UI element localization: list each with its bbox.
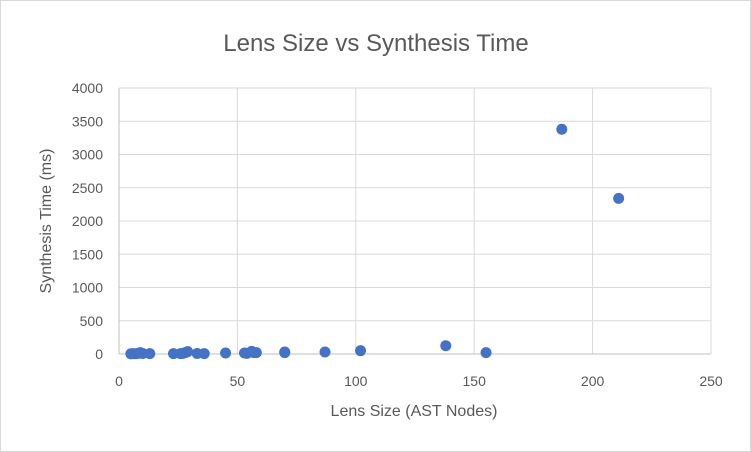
x-axis-label: Lens Size (AST Nodes) [331, 403, 498, 420]
data-points [125, 123, 625, 360]
chart-title: Lens Size vs Synthesis Time [223, 30, 528, 57]
y-axis-label: Synthesis Time (ms) [38, 149, 55, 294]
y-tick-label: 4000 [72, 80, 103, 96]
y-tick-label: 1000 [72, 280, 103, 296]
y-tick-label: 0 [95, 346, 103, 362]
x-tick-label: 150 [463, 373, 487, 389]
x-tick-label: 50 [230, 373, 246, 389]
y-tick-label: 1500 [72, 246, 103, 262]
data-point [440, 340, 452, 352]
x-tick-label: 100 [344, 373, 368, 389]
data-point [198, 348, 210, 360]
tick-labels: 0 500 1000 1500 2000 2500 3000 3500 4000 0 50 100 15… [72, 80, 723, 389]
y-tick-label: 2000 [72, 213, 103, 229]
x-tick-label: 250 [699, 373, 723, 389]
y-tick-label: 2500 [72, 180, 103, 196]
data-point [480, 347, 492, 359]
data-point [182, 346, 194, 358]
y-tick-label: 3500 [72, 113, 103, 129]
data-point [613, 192, 625, 204]
x-tick-label: 200 [581, 373, 605, 389]
data-point [279, 347, 291, 359]
y-tick-label: 500 [80, 313, 104, 329]
data-point [144, 348, 156, 360]
data-point [319, 346, 331, 358]
x-tick-label: 0 [115, 373, 123, 389]
data-point [355, 345, 367, 357]
grid [118, 87, 712, 355]
data-point [556, 123, 568, 135]
data-point [250, 347, 262, 359]
y-tick-label: 3000 [72, 147, 103, 163]
data-point [220, 347, 232, 359]
